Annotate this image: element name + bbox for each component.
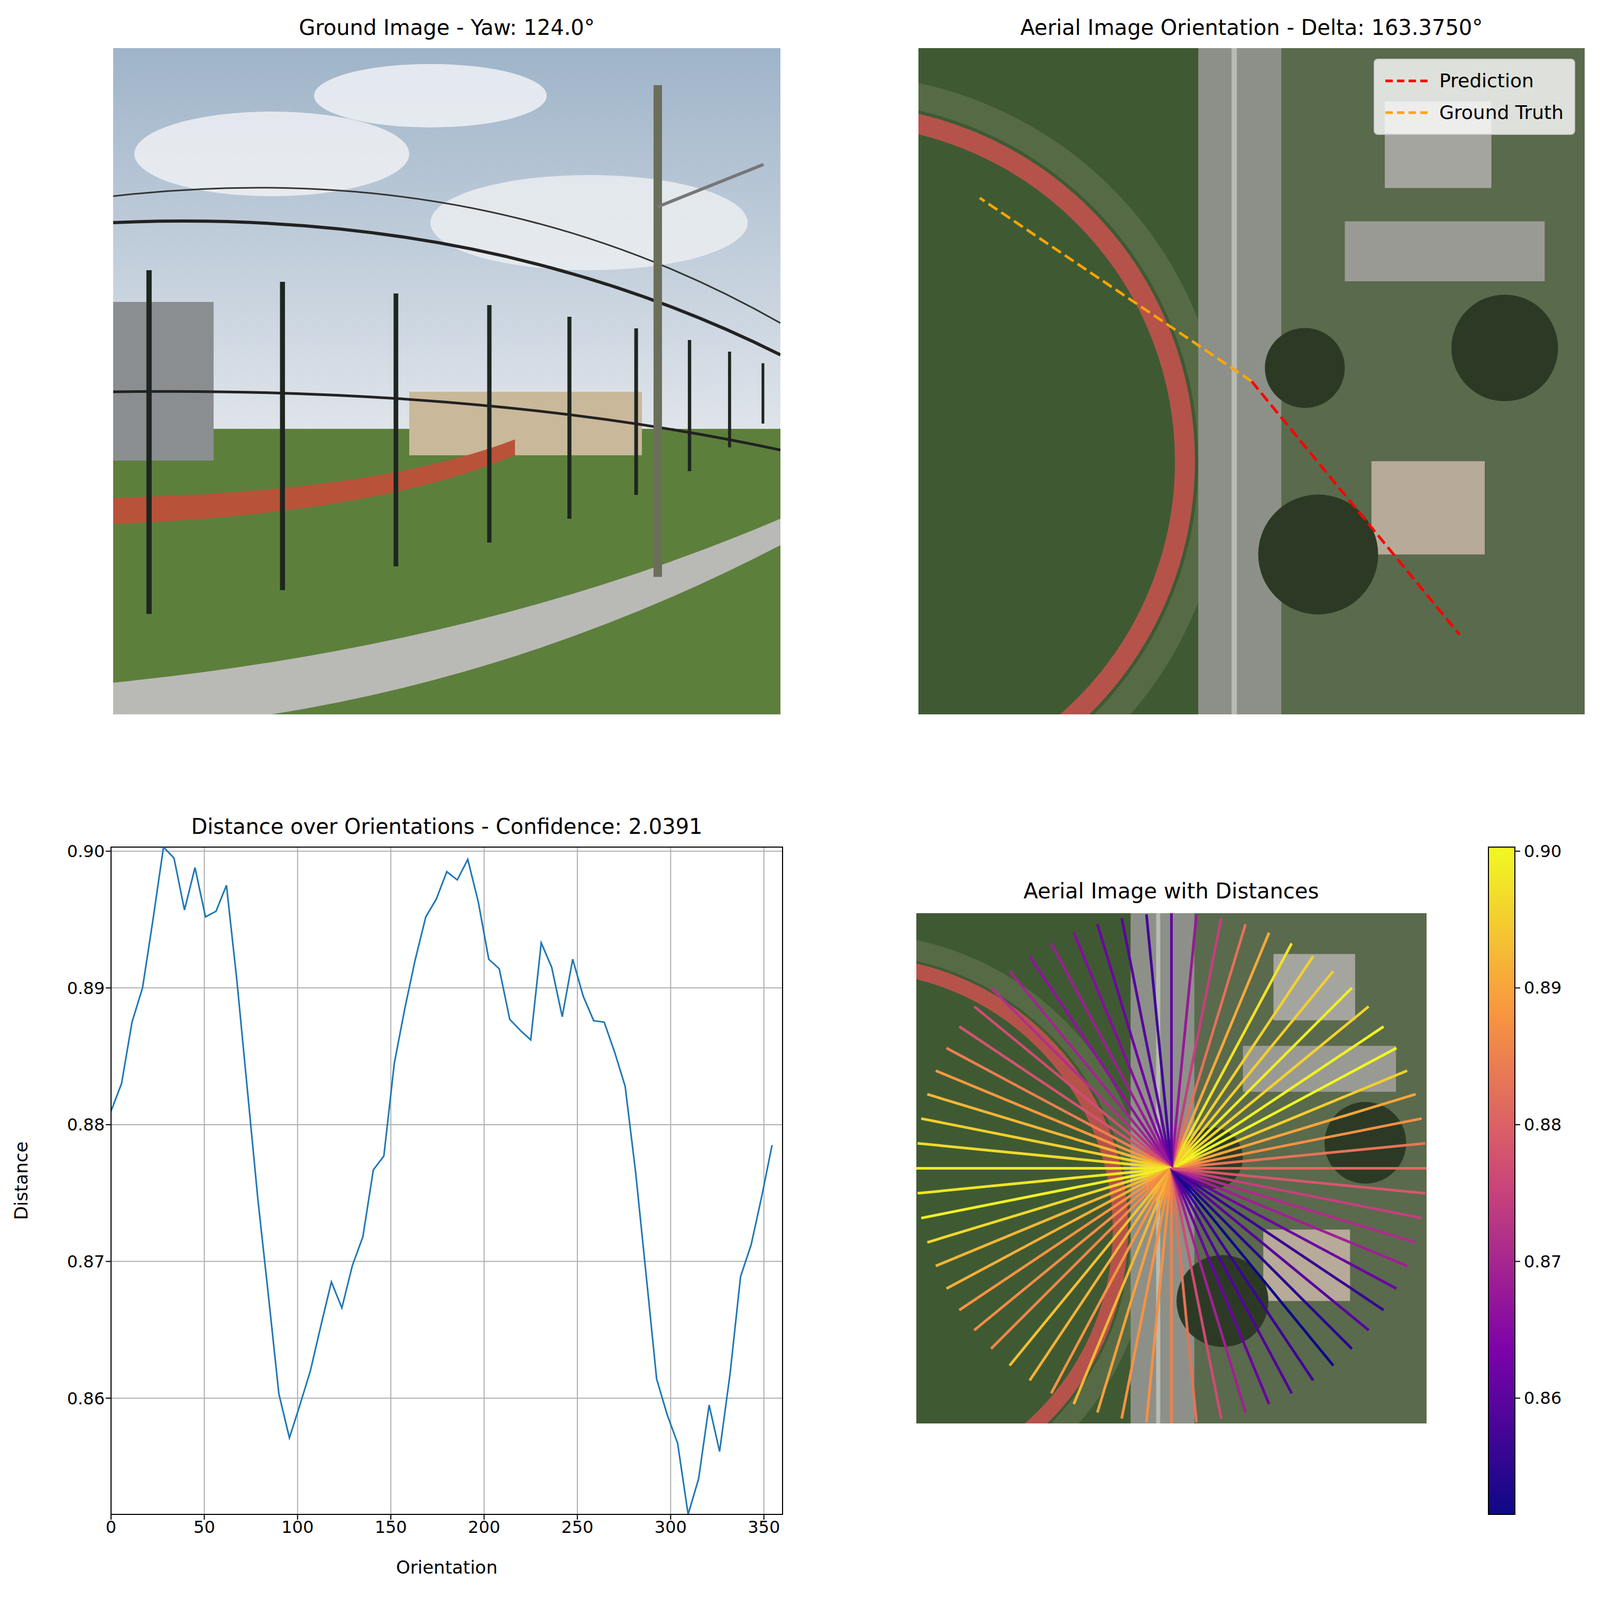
svg-text:Distance: Distance bbox=[10, 1141, 32, 1221]
svg-text:0.87: 0.87 bbox=[67, 1251, 105, 1272]
html-text:Distance over Orientations - C: Distance over Orientations - Confidence:… bbox=[191, 814, 703, 839]
svg-text:0.86: 0.86 bbox=[1523, 1387, 1562, 1409]
svg-text:0.88: 0.88 bbox=[67, 1114, 105, 1135]
svg-text:0.86: 0.86 bbox=[67, 1388, 105, 1409]
svg-text:300: 300 bbox=[654, 1516, 687, 1538]
svg-text:0: 0 bbox=[105, 1516, 117, 1538]
svg-text:100: 100 bbox=[281, 1516, 314, 1538]
svg-text:Orientation: Orientation bbox=[396, 1556, 498, 1578]
html-text:Aerial Image with Distances: Aerial Image with Distances bbox=[1023, 878, 1319, 904]
svg-text:0.90: 0.90 bbox=[1523, 841, 1562, 862]
svg-text:0.88: 0.88 bbox=[1523, 1114, 1562, 1135]
html-text:Aerial Image Orientation - Del: Aerial Image Orientation - Delta: 163.37… bbox=[1020, 15, 1483, 40]
svg-text:200: 200 bbox=[467, 1516, 501, 1538]
svg-text:0.89: 0.89 bbox=[67, 978, 105, 999]
html-text:Ground Truth: Ground Truth bbox=[1439, 101, 1564, 124]
svg-text:0.89: 0.89 bbox=[1523, 977, 1562, 998]
svg-text:0.87: 0.87 bbox=[1523, 1251, 1562, 1272]
html-text:Ground Image - Yaw: 124.0°: Ground Image - Yaw: 124.0° bbox=[298, 15, 595, 40]
svg-text:250: 250 bbox=[561, 1516, 594, 1538]
svg-text:150: 150 bbox=[374, 1516, 408, 1538]
svg-text:0.90: 0.90 bbox=[67, 841, 105, 862]
svg-text:350: 350 bbox=[747, 1516, 780, 1538]
html-text:Prediction: Prediction bbox=[1439, 69, 1534, 92]
svg-text:50: 50 bbox=[193, 1516, 216, 1538]
